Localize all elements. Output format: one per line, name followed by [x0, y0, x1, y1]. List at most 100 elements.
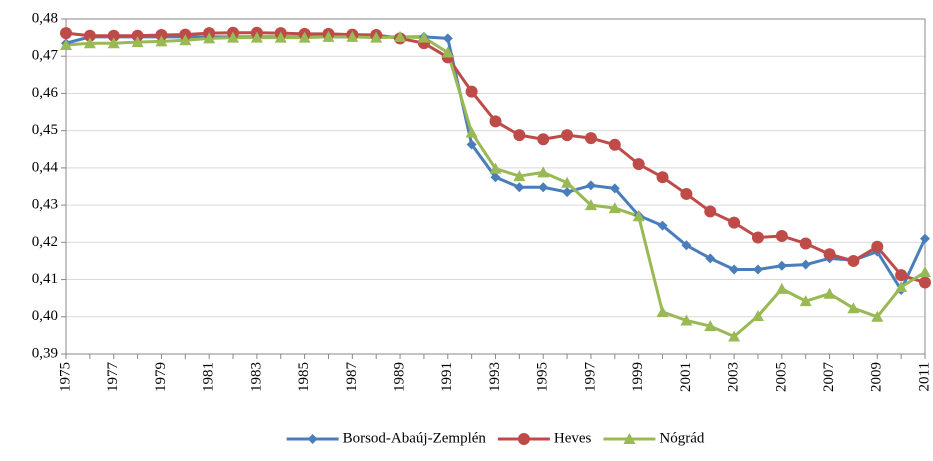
point — [442, 33, 453, 44]
x-tick-label: 2001 — [678, 362, 694, 392]
point — [179, 34, 192, 46]
point — [250, 31, 263, 43]
point — [584, 132, 597, 145]
point — [728, 330, 741, 342]
x-tick-label: 1993 — [487, 362, 503, 392]
point — [775, 230, 788, 243]
x-tick-label: 1991 — [439, 362, 455, 392]
point — [227, 31, 240, 43]
legend-marker — [307, 434, 318, 444]
x-tick-label: 1985 — [296, 362, 312, 392]
point — [729, 264, 740, 275]
point — [799, 237, 812, 250]
point — [465, 126, 478, 138]
point — [538, 182, 549, 193]
legend-label: Heves — [554, 430, 592, 446]
point — [656, 171, 669, 184]
point — [561, 176, 574, 188]
point — [800, 259, 811, 270]
legend-marker — [623, 433, 636, 444]
point — [920, 233, 930, 244]
point — [895, 281, 908, 292]
x-tick-label: 1979 — [153, 362, 169, 392]
y-tick-label: 0,44 — [32, 159, 59, 175]
point — [608, 138, 621, 151]
x-tick-label: 2009 — [869, 362, 885, 392]
point — [656, 305, 669, 317]
x-tick-label: 2005 — [773, 362, 789, 392]
x-tick-label: 1987 — [344, 362, 360, 393]
point — [871, 310, 884, 322]
point — [155, 35, 168, 47]
point — [751, 310, 764, 322]
point — [847, 254, 860, 267]
legend-marker — [517, 433, 530, 445]
point — [704, 320, 717, 332]
point — [203, 32, 216, 44]
y-tick-label: 0,47 — [32, 48, 59, 64]
point — [752, 264, 763, 275]
point — [871, 240, 884, 253]
point — [632, 210, 645, 222]
point — [514, 182, 525, 193]
legend: Borsod-Abaúj-Zemplén Heves Nógrád — [286, 430, 705, 446]
x-tick-label: 2011 — [916, 362, 932, 391]
point — [394, 30, 407, 42]
point — [680, 314, 693, 326]
point — [537, 133, 550, 146]
x-tick-label: 1999 — [630, 362, 646, 392]
y-tick-label: 0,40 — [32, 308, 58, 324]
point — [585, 180, 596, 191]
point — [728, 216, 741, 229]
y-tick-label: 0,48 — [32, 10, 58, 26]
point — [562, 187, 573, 198]
y-tick-label: 0,46 — [32, 85, 59, 101]
point — [489, 115, 502, 128]
y-tick-label: 0,39 — [32, 345, 58, 361]
point — [107, 37, 120, 49]
point — [609, 183, 620, 194]
x-tick-label: 1975 — [57, 362, 73, 392]
point — [60, 27, 72, 40]
point — [704, 205, 717, 218]
legend-label: Borsod-Abaúj-Zemplén — [343, 430, 487, 446]
point — [847, 302, 860, 314]
point — [490, 172, 501, 183]
point — [417, 31, 430, 43]
point — [155, 29, 168, 42]
x-tick-label: 1995 — [535, 362, 551, 392]
point — [466, 139, 477, 150]
point — [322, 30, 335, 42]
x-tick-label: 1997 — [582, 362, 598, 393]
point — [513, 170, 526, 182]
y-tick-label: 0,41 — [32, 271, 58, 287]
point — [274, 31, 287, 43]
point — [584, 199, 597, 211]
plot-border — [65, 18, 926, 355]
point — [680, 187, 693, 200]
point — [537, 166, 550, 178]
series-line — [65, 35, 926, 339]
point — [681, 240, 692, 251]
point — [751, 231, 764, 244]
point — [83, 29, 96, 42]
point — [657, 220, 668, 231]
point — [561, 129, 574, 142]
point — [513, 129, 526, 142]
series-line — [65, 31, 926, 284]
point — [799, 295, 812, 307]
point — [60, 39, 72, 51]
point — [346, 30, 359, 42]
x-tick-label: 1983 — [248, 362, 264, 392]
x-tick-label: 1977 — [105, 362, 121, 393]
point — [298, 31, 311, 43]
point — [775, 282, 788, 294]
point — [370, 31, 383, 43]
x-tick-label: 1981 — [201, 362, 217, 392]
x-tick-label: 2007 — [821, 362, 837, 393]
point — [83, 37, 96, 49]
point — [441, 46, 454, 58]
y-tick-label: 0,45 — [32, 122, 58, 138]
point — [776, 260, 787, 271]
